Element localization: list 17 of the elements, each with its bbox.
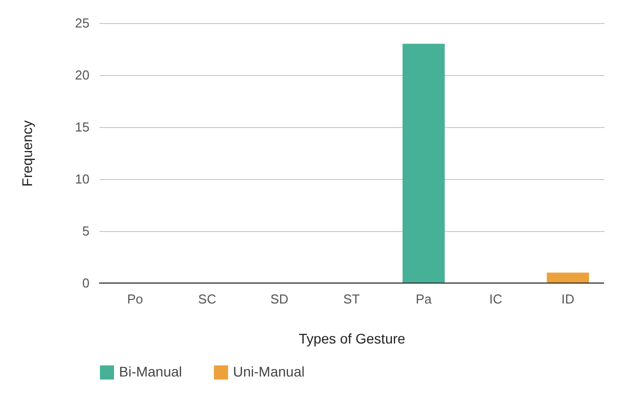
y-tick-label: 0 [82, 276, 90, 290]
y-axis-title: Frequency [19, 120, 36, 187]
legend-label: Bi-Manual [119, 363, 182, 380]
legend-label: Uni-Manual [233, 363, 305, 380]
x-tick-label: Po [127, 292, 144, 306]
x-tick-label: SC [198, 292, 216, 306]
x-tick-label: IC [489, 292, 502, 306]
x-axis-title: Types of Gesture [298, 330, 406, 346]
y-tick-label: 25 [75, 16, 90, 30]
y-tick-label: 5 [82, 224, 90, 238]
y-tick-label: 10 [75, 172, 90, 186]
y-tick-label: 20 [75, 68, 90, 82]
x-tick-label: ST [343, 292, 360, 306]
y-tick-label: 15 [75, 120, 90, 134]
x-tick-label: Pa [416, 292, 432, 306]
x-tick-label: ID [561, 292, 574, 306]
x-tick-label: SD [270, 292, 288, 306]
